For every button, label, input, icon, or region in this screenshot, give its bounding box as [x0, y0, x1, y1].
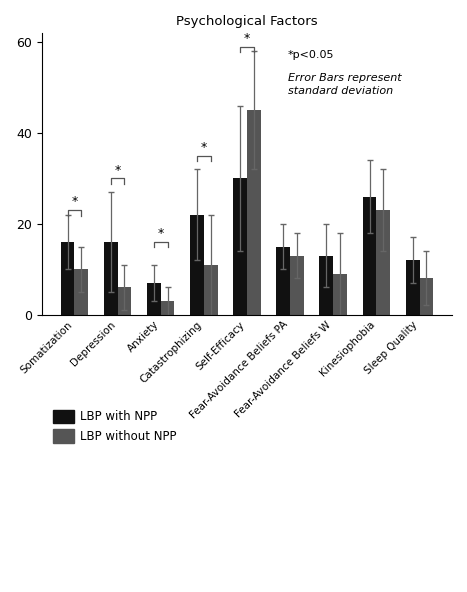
Text: *: *	[201, 141, 207, 154]
Text: *: *	[244, 32, 250, 45]
Bar	[333, 274, 347, 314]
Bar	[118, 287, 131, 314]
Text: *: *	[71, 195, 78, 208]
Bar	[276, 246, 290, 314]
Text: *p<0.05: *p<0.05	[288, 50, 334, 60]
Bar	[147, 283, 161, 314]
Text: *: *	[157, 227, 164, 240]
Bar	[190, 215, 204, 314]
Title: Psychological Factors: Psychological Factors	[176, 15, 318, 28]
Bar	[104, 242, 118, 314]
Bar	[233, 178, 247, 314]
Bar	[204, 265, 218, 314]
Bar	[161, 301, 175, 314]
Bar	[61, 242, 74, 314]
Bar	[247, 111, 261, 314]
Bar	[376, 210, 390, 314]
Text: Error Bars represent
standard deviation: Error Bars represent standard deviation	[288, 73, 402, 96]
Text: *: *	[114, 163, 120, 176]
Bar	[419, 278, 433, 314]
Bar	[319, 256, 333, 314]
Bar	[290, 256, 304, 314]
Bar	[74, 269, 88, 314]
Bar	[406, 260, 419, 314]
Legend: LBP with NPP, LBP without NPP: LBP with NPP, LBP without NPP	[48, 405, 181, 448]
Bar	[362, 197, 376, 314]
